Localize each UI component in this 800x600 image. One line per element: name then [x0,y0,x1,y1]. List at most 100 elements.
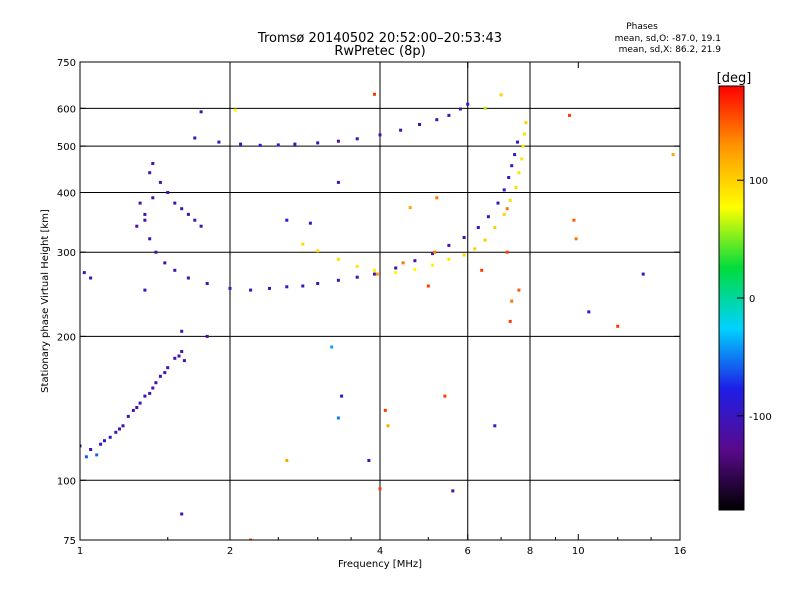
data-point [126,414,130,418]
data-point [383,408,387,412]
data-point [574,237,578,241]
data-point [205,282,209,285]
data-point [80,444,82,448]
data-point [355,275,359,279]
data-point [336,416,340,420]
data-points [80,92,675,540]
data-point [458,107,462,111]
y-tick-label: 300 [57,248,76,259]
data-point [258,143,262,147]
stats-line-o: mean, sd,O: -87.0, 19.1 [615,34,721,44]
x-tick-label: 16 [674,546,687,557]
data-point [180,329,184,333]
data-point [143,394,147,398]
data-point [131,408,135,412]
data-point [108,435,112,439]
data-point [408,206,412,210]
data-point [118,427,121,431]
data-point [285,218,289,222]
data-point [249,288,253,292]
data-point [447,257,451,261]
data-point [205,334,209,338]
x-tick-label: 1 [77,546,83,557]
data-point [158,374,162,378]
data-point [173,268,177,272]
data-point [148,391,152,395]
data-point [671,153,675,157]
data-point [180,207,184,211]
y-tick-label: 500 [57,142,76,153]
data-point [138,201,142,205]
data-point [502,188,506,192]
data-point [151,386,155,390]
data-point [135,224,139,228]
data-point [447,243,451,247]
stats-line-x: mean, sd,X: 86.2, 21.9 [619,45,722,55]
data-point [568,113,571,117]
data-point [180,512,184,516]
data-point [516,140,519,144]
x-tick-label: 8 [527,546,533,557]
data-point [426,284,430,288]
data-point [641,272,645,276]
data-point [340,394,344,398]
data-point [435,196,439,200]
data-point [493,226,497,229]
data-point [239,142,243,146]
data-point [99,442,103,446]
data-point [483,106,487,110]
x-tick-label: 10 [572,546,585,557]
data-point [163,371,167,375]
axis-ticks: 1 2 4 6 8 10 16 750 600 500 400 300 200 100 75 [57,58,686,557]
data-point [301,284,305,288]
data-point [173,201,177,205]
chart-subtitle: RwPretec (8p) [334,44,425,59]
data-point [394,266,398,270]
data-point [480,268,484,272]
data-point [285,285,289,289]
data-point [166,366,170,370]
data-point [572,218,576,222]
data-point [514,185,518,189]
data-point [394,271,398,275]
data-point [84,455,88,459]
data-point [505,250,509,254]
data-point [89,448,93,451]
data-point [523,132,526,136]
data-point [486,215,490,219]
data-point [483,238,487,242]
x-tick-label: 4 [377,546,383,557]
data-point [293,142,297,146]
data-point [285,459,289,462]
data-point [367,459,371,462]
data-point [462,253,466,257]
data-point [418,123,421,126]
data-point [163,261,167,265]
data-point [510,299,514,303]
data-point [433,250,437,254]
data-point [173,356,177,360]
data-point [524,121,528,125]
data-point [89,276,93,280]
data-point [373,268,376,272]
data-point [508,319,512,323]
data-point [499,93,503,97]
data-point [151,162,155,165]
data-point [249,538,253,540]
data-point [587,310,591,314]
data-point [143,288,147,292]
data-point [336,257,340,261]
data-point [199,110,203,114]
y-tick-label: 200 [57,332,76,343]
data-point [82,271,86,275]
data-point [373,272,376,276]
data-point [180,350,184,353]
data-point [336,139,340,143]
data-point [336,180,340,184]
data-point [336,278,340,282]
data-point [401,261,405,265]
data-point [413,259,417,263]
colorbar-ticks: 100 0 -100 [737,176,772,423]
data-point [186,212,190,216]
